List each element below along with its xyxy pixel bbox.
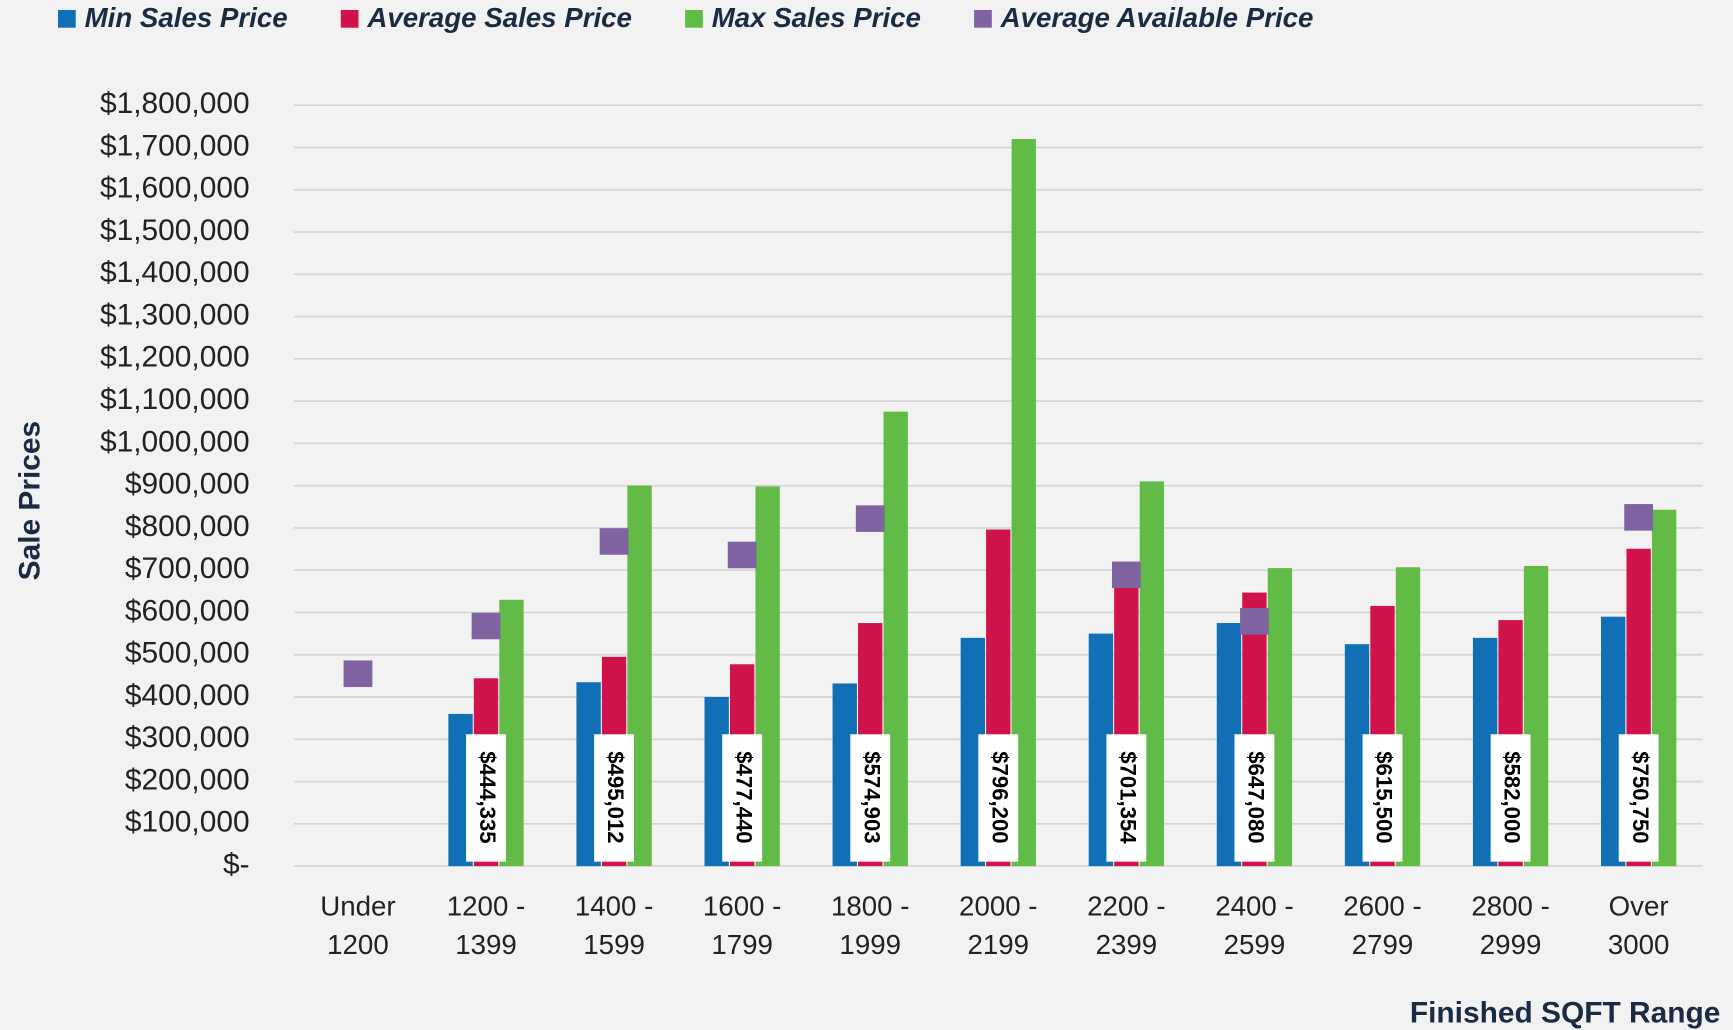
x-tick-label: 2600 - — [1343, 890, 1421, 921]
x-tick-label: 1599 — [583, 929, 645, 960]
marker — [343, 660, 373, 688]
marker — [1111, 561, 1141, 589]
marker — [855, 505, 885, 532]
value-label: $750,750 — [1628, 751, 1653, 843]
marker — [1624, 504, 1654, 531]
y-tick-label: $400,000 — [125, 679, 250, 712]
x-tick-label: 2800 - — [1471, 890, 1549, 921]
y-tick-label: $800,000 — [125, 510, 250, 543]
legend-swatch — [685, 9, 703, 28]
x-axis-title: Finished SQFT Range — [1410, 996, 1721, 1029]
marker — [471, 612, 501, 640]
marker — [727, 541, 757, 569]
y-tick-label: $900,000 — [125, 468, 250, 501]
value-label-box — [1106, 734, 1147, 862]
x-tick-label: 1800 - — [831, 890, 909, 921]
x-tick-label: Under — [320, 890, 395, 921]
legend-label: Min Sales Price — [85, 2, 288, 33]
x-tick-label: 1600 - — [703, 890, 781, 921]
y-tick-label: $- — [223, 848, 250, 881]
y-tick-label: $1,500,000 — [100, 214, 250, 247]
y-tick-label: $600,000 — [125, 594, 250, 627]
value-label: $796,200 — [987, 751, 1012, 843]
y-tick-label: $1,700,000 — [100, 129, 250, 162]
x-tick-label: 2399 — [1096, 929, 1158, 960]
x-tick-label: Over — [1609, 890, 1669, 921]
x-tick-label: 1400 - — [575, 890, 653, 921]
x-tick-label: 1799 — [711, 929, 773, 960]
x-tick-label: 2799 — [1352, 929, 1414, 960]
y-tick-label: $1,000,000 — [100, 425, 250, 458]
value-label-box — [1490, 734, 1531, 862]
x-tick-label: 2000 - — [959, 890, 1037, 921]
value-label-box — [1234, 734, 1275, 862]
legend-swatch — [974, 9, 992, 28]
marker — [1240, 608, 1269, 635]
value-label: $495,012 — [603, 751, 628, 843]
x-tick-label: 1200 — [327, 929, 389, 960]
marker — [599, 528, 629, 555]
y-tick-label: $1,100,000 — [100, 383, 250, 416]
value-label: $615,500 — [1372, 751, 1397, 843]
x-tick-label: 2599 — [1224, 929, 1286, 960]
value-label-box — [850, 734, 891, 862]
value-label-box — [978, 734, 1019, 862]
y-tick-label: $100,000 — [125, 806, 250, 839]
legend-swatch — [58, 9, 76, 28]
value-label-box — [594, 734, 635, 862]
y-tick-label: $200,000 — [125, 763, 250, 796]
x-tick-label: 1999 — [839, 929, 901, 960]
x-tick-label: 2199 — [968, 929, 1030, 960]
value-label: $477,440 — [731, 751, 756, 843]
legend-label: Max Sales Price — [712, 2, 921, 33]
y-tick-label: $1,800,000 — [100, 87, 250, 120]
x-tick-label: 2400 - — [1215, 890, 1293, 921]
y-tick-label: $1,200,000 — [100, 341, 250, 374]
y-tick-label: $1,600,000 — [100, 172, 250, 205]
legend-label: Average Sales Price — [366, 2, 632, 33]
x-tick-label: 1399 — [455, 929, 517, 960]
value-label-box — [1618, 734, 1659, 862]
legend-swatch — [340, 9, 359, 28]
value-label: $701,354 — [1116, 751, 1141, 844]
value-label: $574,903 — [859, 751, 884, 843]
y-tick-label: $300,000 — [125, 721, 250, 754]
value-label: $647,080 — [1244, 751, 1269, 843]
value-label-box — [466, 734, 506, 862]
x-tick-label: 2200 - — [1087, 890, 1165, 921]
value-label: $444,335 — [475, 751, 500, 843]
x-tick-label: 2999 — [1480, 929, 1542, 960]
x-tick-label: 3000 — [1608, 929, 1670, 960]
y-tick-label: $1,400,000 — [100, 256, 250, 289]
legend-label: Average Available Price — [1000, 2, 1314, 33]
value-label-box — [722, 734, 763, 862]
y-tick-label: $500,000 — [125, 637, 250, 670]
y-tick-label: $1,300,000 — [100, 298, 250, 331]
value-label: $582,000 — [1500, 751, 1525, 843]
y-axis-title: Sale Prices — [13, 421, 46, 581]
value-label-box — [1362, 734, 1403, 862]
y-tick-label: $700,000 — [125, 552, 250, 585]
x-tick-label: 1200 - — [447, 890, 525, 921]
